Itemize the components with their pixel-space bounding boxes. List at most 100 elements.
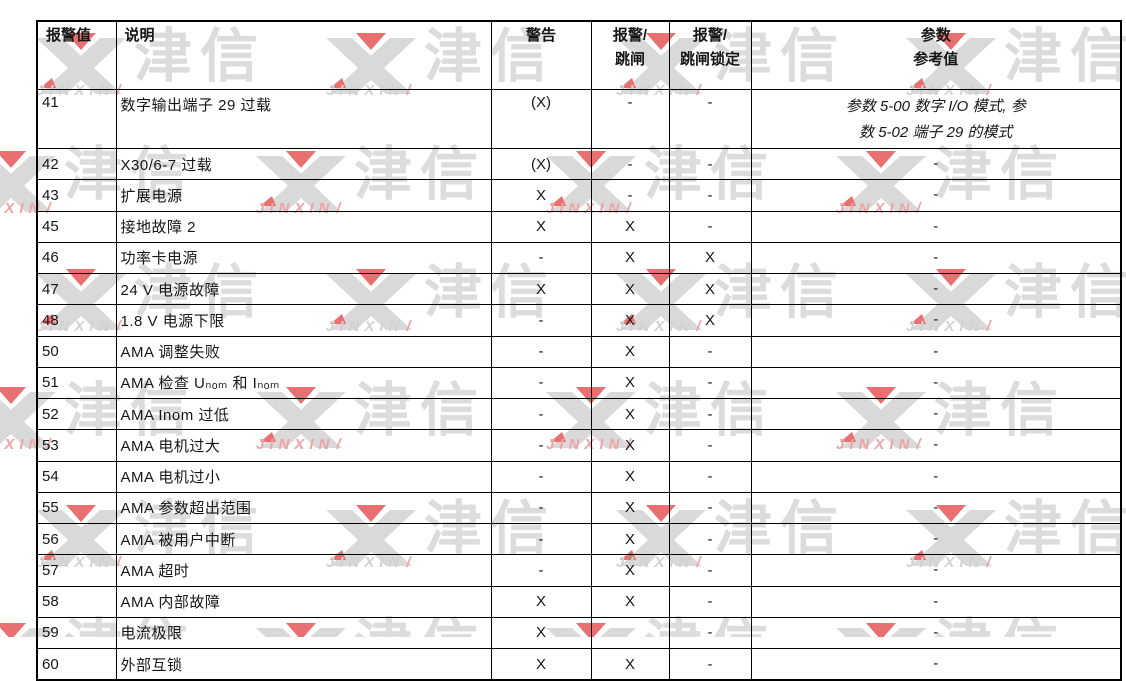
- trip-lock-flag-cell: -: [668, 491, 752, 525]
- alarm-code-cell: 60: [36, 648, 117, 681]
- description-cell: 电流极限: [115, 616, 492, 650]
- parameter-reference-cell: -: [750, 585, 1122, 618]
- parameter-reference-cell: -: [750, 147, 1122, 181]
- trip-lock-flag-cell: -: [668, 648, 752, 681]
- description-cell: 1.8 V 电源下限: [115, 304, 492, 337]
- trip-lock-flag-cell: -: [668, 397, 752, 431]
- warning-flag-cell: -: [490, 491, 592, 525]
- alarm-code-cell: 53: [36, 429, 117, 462]
- warning-flag-cell: X: [490, 616, 592, 650]
- trip-lock-flag-cell: -: [668, 179, 752, 212]
- description-cell: 24 V 电源故障: [115, 272, 492, 306]
- alarm-trip-flag-cell: X: [590, 460, 670, 493]
- warning-flag-cell: -: [490, 335, 592, 368]
- alarm-trip-flag-cell: X: [590, 210, 670, 243]
- alarm-code-cell: 55: [36, 491, 117, 525]
- trip-lock-flag-cell: X: [668, 272, 752, 306]
- alarm-code-cell: 41: [36, 88, 117, 149]
- trip-lock-flag-cell: -: [668, 210, 752, 243]
- table-row: 41 数字输出端子 29 过载 (X) - - 参数 5-00 数字 I/O 模式, 参 …: [36, 88, 1122, 149]
- alarm-code-cell: 43: [36, 179, 117, 212]
- description-cell: AMA 超时: [115, 554, 492, 587]
- description-cell: 扩展电源: [115, 179, 492, 212]
- alarm-code-cell: 54: [36, 460, 117, 493]
- table-header: 报警值 说明 警告 报警/ 跳闸 报警/ 跳闸锁定 参数 参考值: [36, 20, 1122, 90]
- parameter-reference-cell: -: [750, 616, 1122, 650]
- trip-lock-flag-cell: X: [668, 241, 752, 275]
- alarm-trip-flag-cell: X: [590, 304, 670, 337]
- warning-flag-cell: -: [490, 522, 592, 556]
- table-row: 51 AMA 检查 Uₙₒₘ 和 Iₙₒₘ - X - -: [36, 366, 1122, 400]
- trip-lock-flag-cell: -: [668, 335, 752, 368]
- parameter-reference-cell: -: [750, 460, 1122, 493]
- alarm-code-cell: 46: [36, 241, 117, 275]
- trip-lock-flag-cell: -: [668, 147, 752, 181]
- alarm-trip-flag-cell: X: [590, 335, 670, 368]
- alarm-table-body: 41 数字输出端子 29 过载 (X) - - 参数 5-00 数字 I/O 模式, 参 …: [36, 88, 1122, 681]
- warning-flag-cell: -: [490, 304, 592, 337]
- parameter-reference-cell: -: [750, 429, 1122, 462]
- alarm-code-cell: 47: [36, 272, 117, 306]
- table-row: 42 X30/6-7 过载 (X) - - -: [36, 147, 1122, 181]
- table-row: 55 AMA 参数超出范围 - X - -: [36, 491, 1122, 525]
- header-row: 报警值 说明 警告 报警/ 跳闸 报警/ 跳闸锁定 参数 参考值: [36, 20, 1122, 90]
- description-cell: AMA 被用户中断: [115, 522, 492, 556]
- parameter-reference-cell: -: [750, 241, 1122, 275]
- warning-flag-cell: -: [490, 554, 592, 587]
- trip-lock-flag-cell: -: [668, 88, 752, 149]
- table-row: 60 外部互锁 X X - -: [36, 648, 1122, 681]
- parameter-reference-cell: -: [750, 397, 1122, 431]
- header-warning: 警告: [490, 20, 592, 90]
- description-cell: 功率卡电源: [115, 241, 492, 275]
- parameter-reference-cell: -: [750, 648, 1122, 681]
- alarm-code-cell: 45: [36, 210, 117, 243]
- alarm-trip-flag-cell: X: [590, 648, 670, 681]
- alarm-trip-flag-cell: X: [590, 429, 670, 462]
- warning-flag-cell: X: [490, 272, 592, 306]
- parameter-reference-cell: -: [750, 366, 1122, 400]
- alarm-trip-flag-cell: X: [590, 366, 670, 400]
- alarm-trip-flag-cell: -: [590, 88, 670, 149]
- trip-lock-flag-cell: -: [668, 366, 752, 400]
- table-row: 50 AMA 调整失败 - X - -: [36, 335, 1122, 368]
- trip-lock-flag-cell: X: [668, 304, 752, 337]
- header-alarm-code: 报警值: [36, 20, 117, 90]
- parameter-reference-cell: -: [750, 304, 1122, 337]
- alarm-trip-flag-cell: X: [590, 272, 670, 306]
- warning-flag-cell: -: [490, 397, 592, 431]
- alarm-trip-flag-cell: -: [590, 147, 670, 181]
- alarm-trip-flag-cell: [590, 616, 670, 650]
- description-cell: AMA 电机过小: [115, 460, 492, 493]
- parameter-reference-cell: -: [750, 272, 1122, 306]
- table-row: 54 AMA 电机过小 - X - -: [36, 460, 1122, 493]
- parameter-reference-cell: -: [750, 491, 1122, 525]
- alarm-trip-flag-cell: X: [590, 491, 670, 525]
- description-cell: 外部互锁: [115, 648, 492, 681]
- warning-flag-cell: (X): [490, 88, 592, 149]
- table-row: 59 电流极限 X - -: [36, 616, 1122, 650]
- alarm-code-cell: 42: [36, 147, 117, 181]
- alarm-trip-flag-cell: X: [590, 397, 670, 431]
- trip-lock-flag-cell: -: [668, 554, 752, 587]
- warning-flag-cell: -: [490, 241, 592, 275]
- warning-flag-cell: -: [490, 366, 592, 400]
- parameter-reference-cell: -: [750, 335, 1122, 368]
- parameter-reference-cell: -: [750, 522, 1122, 556]
- description-cell: AMA 内部故障: [115, 585, 492, 618]
- alarm-code-table: 报警值 说明 警告 报警/ 跳闸 报警/ 跳闸锁定 参数 参考值 41 数字输出端…: [36, 20, 1122, 681]
- description-cell: AMA 参数超出范围: [115, 491, 492, 525]
- table-row: 56 AMA 被用户中断 - X - -: [36, 522, 1122, 556]
- alarm-code-cell: 56: [36, 522, 117, 556]
- header-trip-lock: 报警/ 跳闸锁定: [668, 20, 752, 90]
- alarm-code-cell: 50: [36, 335, 117, 368]
- trip-lock-flag-cell: -: [668, 522, 752, 556]
- alarm-code-cell: 59: [36, 616, 117, 650]
- trip-lock-flag-cell: -: [668, 616, 752, 650]
- warning-flag-cell: (X): [490, 147, 592, 181]
- table-row: 57 AMA 超时 - X - -: [36, 554, 1122, 587]
- header-description: 说明: [115, 20, 492, 90]
- table-row: 58 AMA 内部故障 X X - -: [36, 585, 1122, 618]
- description-cell: AMA 检查 Uₙₒₘ 和 Iₙₒₘ: [115, 366, 492, 400]
- alarm-trip-flag-cell: X: [590, 554, 670, 587]
- header-parameter-reference: 参数 参考值: [750, 20, 1122, 90]
